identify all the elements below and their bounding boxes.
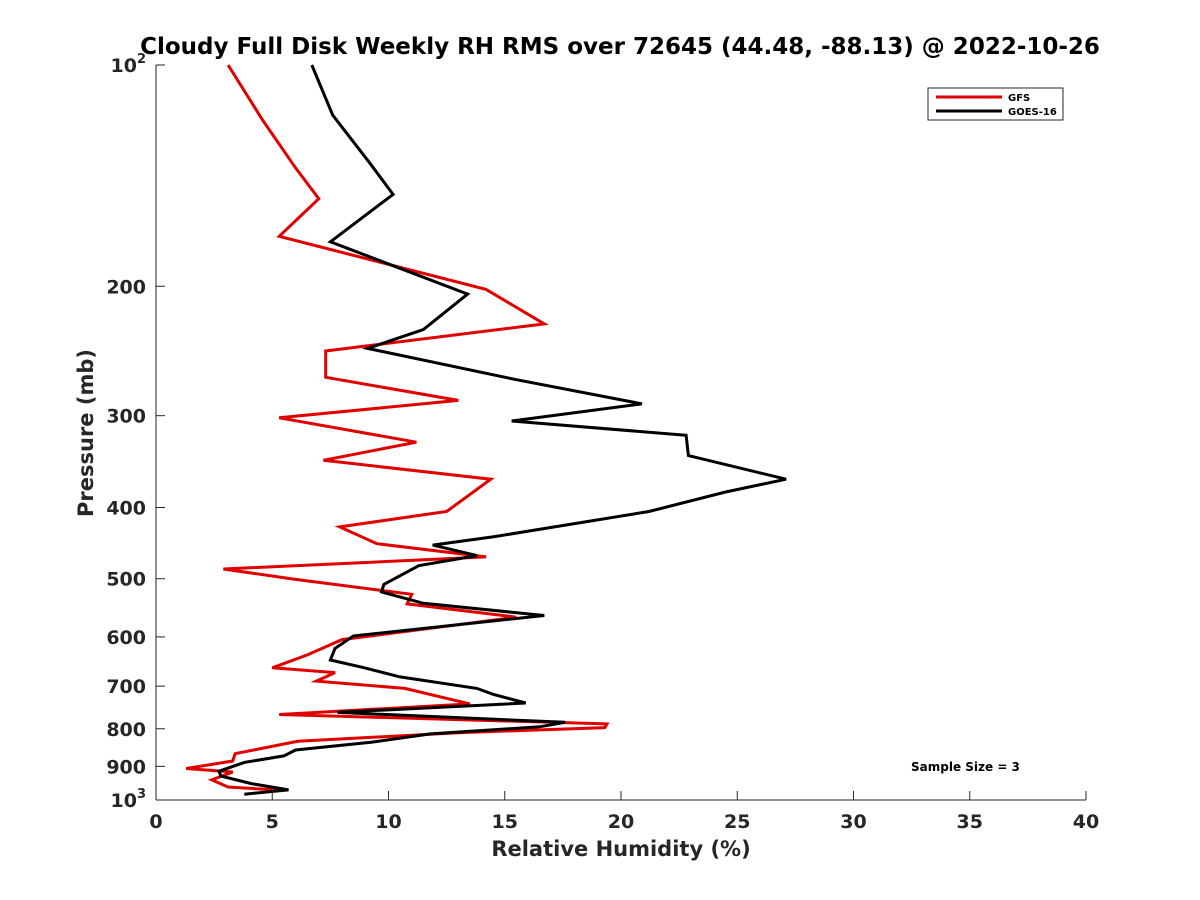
x-tick-label: 40 [1073, 811, 1099, 833]
series-line-goes-16 [216, 64, 787, 796]
x-tick-label: 35 [957, 811, 983, 833]
y-tick-label: 700 [106, 676, 146, 698]
x-tick-label: 30 [840, 811, 866, 833]
y-tick-label: 200 [106, 276, 146, 298]
x-tick-label: 10 [375, 811, 401, 833]
y-axis-label: Pressure (mb) [74, 349, 98, 517]
x-tick-label: 15 [492, 811, 518, 833]
legend-label-goes-16: GOES-16 [1008, 107, 1057, 118]
x-tick-label: 5 [266, 811, 279, 833]
y-tick-label: 400 [106, 498, 146, 520]
x-tick-label: 20 [608, 811, 634, 833]
legend-label-gfs: GFS [1008, 93, 1030, 104]
legend-box [927, 87, 1064, 121]
series-layer [185, 64, 787, 796]
plot-area: 0 5 10 15 20 25 30 35 40 102 200 300 400 500 600 700 80… [106, 52, 1099, 833]
y-tick-label: 103 [111, 787, 147, 812]
chart-title: Cloudy Full Disk Weekly RH RMS over 7264… [140, 34, 1100, 60]
x-axis-label: Relative Humidity (%) [491, 837, 750, 861]
y-tick-label: 500 [106, 569, 146, 591]
y-tick-label: 300 [106, 406, 146, 428]
y-tick-label: 800 [106, 719, 146, 741]
plot-background [156, 65, 1086, 800]
x-axis-ticks: 0 5 10 15 20 25 30 35 40 [149, 791, 1099, 833]
y-axis-ticks: 102 200 300 400 500 600 700 800 900 103 [106, 52, 165, 812]
legend: GFS GOES-16 [927, 87, 1064, 121]
y-tick-label: 900 [106, 756, 146, 778]
y-tick-label: 600 [106, 627, 146, 649]
x-tick-label: 0 [149, 811, 162, 833]
sample-size-annotation: Sample Size = 3 [911, 760, 1020, 774]
y-tick-label: 102 [111, 52, 147, 77]
x-tick-label: 25 [724, 811, 750, 833]
